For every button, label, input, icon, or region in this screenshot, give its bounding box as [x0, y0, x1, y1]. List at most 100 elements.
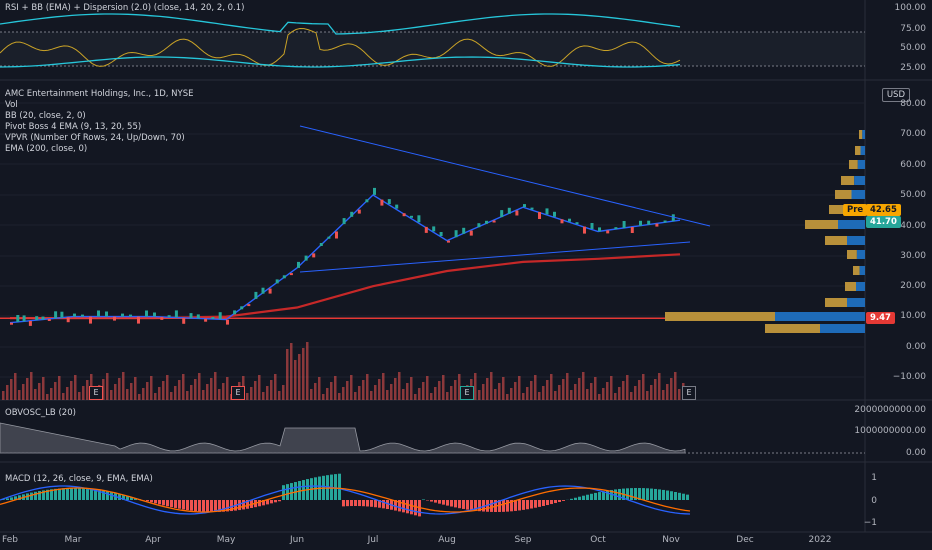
currency-label[interactable]: USD: [881, 88, 910, 102]
macd-histogram-bar: [398, 500, 401, 512]
volume-bar: [626, 375, 629, 400]
macd-histogram-bar: [650, 488, 653, 500]
volume-bar: [190, 385, 193, 400]
candle: [261, 287, 265, 294]
macd-histogram-bar: [670, 491, 673, 500]
x-tick-jun: Jun: [289, 535, 305, 545]
rsi-bb-lower: [0, 56, 681, 68]
vpvr-bar-down: [859, 266, 865, 275]
candle: [204, 318, 208, 322]
volume-bar: [410, 377, 413, 400]
candle: [606, 230, 610, 234]
volume-bar: [358, 386, 361, 400]
macd-histogram-bar: [666, 490, 669, 500]
x-tick-mar: Mar: [64, 535, 82, 545]
earnings-icon[interactable]: E: [89, 386, 103, 400]
candle: [342, 218, 346, 225]
macd-histogram-bar: [490, 500, 493, 512]
macd-histogram-bar: [426, 500, 429, 501]
x-tick-jul: Jul: [367, 535, 379, 545]
volume-bar: [590, 383, 593, 400]
candle: [432, 226, 436, 232]
macd-histogram-bar: [166, 500, 169, 507]
macd-histogram-bar: [350, 500, 353, 507]
earnings-icon[interactable]: E: [231, 386, 245, 400]
x-tick-feb: Feb: [2, 535, 18, 545]
volume-bar: [534, 375, 537, 400]
candle: [211, 317, 215, 319]
obv-legend: OBVOSC_LB (20): [5, 408, 76, 418]
volume-bar: [18, 390, 21, 400]
macd-histogram-bar: [198, 500, 201, 512]
rsi-line: [0, 27, 681, 67]
volume-bar: [578, 378, 581, 400]
earnings-icon[interactable]: E: [460, 386, 474, 400]
volume-bar: [162, 381, 165, 400]
volume-bar: [158, 387, 161, 400]
volume-bar: [662, 390, 665, 400]
volume-bar: [334, 376, 337, 400]
macd-histogram-bar: [190, 500, 193, 511]
volume-bar: [106, 373, 109, 400]
macd-histogram-bar: [38, 491, 41, 500]
macd-histogram-bar: [98, 490, 101, 500]
legend-ema200: EMA (200, close, 0): [5, 144, 88, 154]
macd-histogram-bar: [510, 500, 513, 512]
macd-histogram-bar: [586, 494, 589, 500]
volume-bar: [418, 388, 421, 400]
volume-bar: [138, 394, 141, 400]
volume-bar: [186, 391, 189, 400]
earnings-icon[interactable]: E: [682, 386, 696, 400]
volume-bar: [598, 394, 601, 400]
macd-histogram-bar: [366, 500, 369, 507]
macd-histogram-bar: [294, 482, 297, 500]
macd-histogram-bar: [230, 500, 233, 512]
volume-bar: [374, 385, 377, 400]
legend-pivot-boss: Pivot Boss 4 EMA (9, 13, 20, 55): [5, 122, 142, 132]
candle: [424, 226, 428, 233]
macd-histogram-bar: [106, 491, 109, 500]
volume-bar: [6, 385, 9, 400]
volume-bar: [110, 390, 113, 400]
candle: [350, 211, 354, 217]
volume-bar: [258, 375, 261, 400]
volume-bar: [450, 386, 453, 400]
macd-histogram-bar: [274, 500, 277, 503]
candle: [226, 319, 229, 325]
price-level-20: 20.00: [900, 281, 926, 291]
volume-bar: [654, 379, 657, 400]
volume-bar: [206, 384, 209, 400]
macd-histogram-bar: [354, 500, 357, 507]
macd-histogram-bar: [530, 500, 533, 509]
macd-histogram-bar: [618, 488, 621, 500]
vpvr-bar-up: [855, 146, 861, 155]
last-price-tag: 41.70: [866, 216, 901, 228]
price-level-60: 60.00: [900, 160, 926, 170]
candle: [160, 316, 164, 320]
candle: [663, 220, 667, 223]
volume-bar: [442, 375, 445, 400]
volume-bar: [150, 376, 153, 400]
volume-bar: [498, 383, 501, 400]
macd-histogram-bar: [518, 500, 521, 511]
candle: [462, 227, 466, 234]
macd-histogram-bar: [10, 497, 13, 500]
vpvr-bar-down: [820, 324, 865, 333]
macd-histogram-bar: [62, 488, 65, 500]
volume-bar: [134, 377, 137, 400]
volume-bar: [434, 387, 437, 400]
volume-bar: [166, 375, 169, 400]
candle: [477, 223, 481, 228]
volume-bar: [394, 378, 397, 400]
vpvr-bar-down: [856, 250, 865, 259]
candle: [319, 243, 323, 246]
candle: [560, 219, 564, 224]
candle: [218, 312, 222, 320]
candle: [530, 207, 534, 210]
macd-histogram-bar: [130, 496, 133, 500]
candle: [10, 322, 13, 325]
volume-bar: [286, 349, 289, 400]
volume-bar: [74, 375, 77, 400]
macd-histogram-bar: [462, 500, 465, 509]
